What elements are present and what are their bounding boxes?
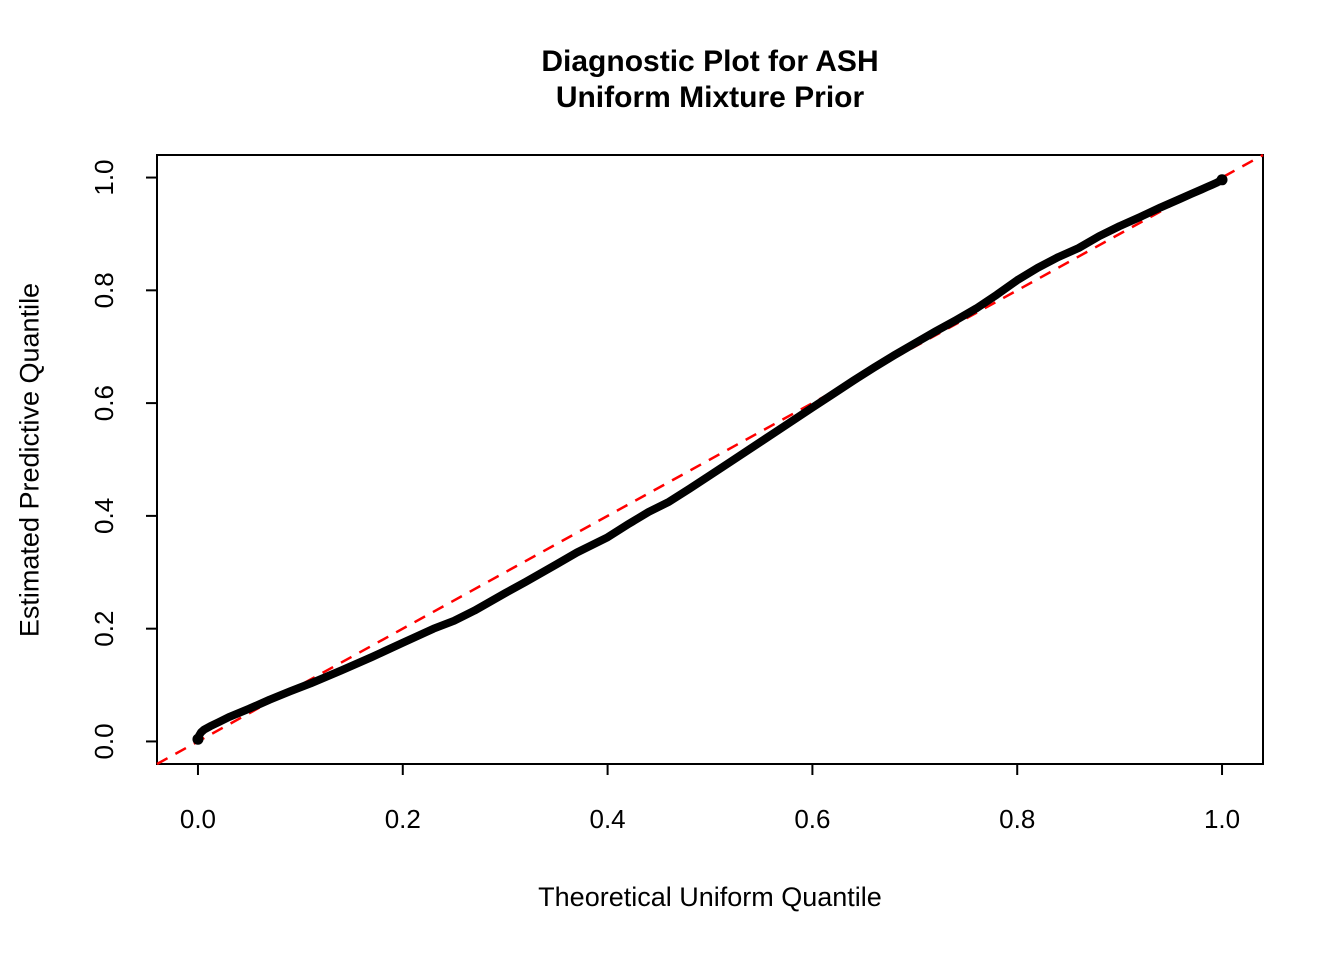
plot-box: [156, 154, 1264, 765]
y-tick-label: 0.6: [89, 385, 119, 421]
qq-start-point-cluster: [192, 733, 204, 745]
identity-reference-line: [156, 153, 1264, 766]
y-tick-label: 1.0: [89, 159, 119, 195]
x-tick-label: 0.0: [180, 804, 216, 834]
x-tick-label: 0.4: [590, 804, 626, 834]
chart-title-line1: Diagnostic Plot for ASH: [541, 45, 879, 78]
x-tick-label: 1.0: [1204, 804, 1240, 834]
y-tick-label: 0.4: [89, 498, 119, 534]
qq-curve: [194, 175, 1226, 744]
qq-end-point-cluster: [1216, 174, 1228, 186]
x-tick-label: 0.6: [794, 804, 830, 834]
x-axis-label: Theoretical Uniform Quantile: [538, 882, 882, 912]
y-axis-label: Estimated Predictive Quantile: [14, 282, 45, 638]
chart-title-line2: Uniform Mixture Prior: [555, 81, 865, 114]
x-tick-label: 0.8: [999, 804, 1035, 834]
y-tick-label: 0.8: [89, 272, 119, 308]
y-tick-label: 0.2: [89, 611, 119, 647]
y-tick-label: 0.0: [89, 723, 119, 759]
chart-title: Diagnostic Plot for ASH Uniform Mixture …: [157, 44, 1263, 116]
x-tick-label: 0.2: [385, 804, 421, 834]
